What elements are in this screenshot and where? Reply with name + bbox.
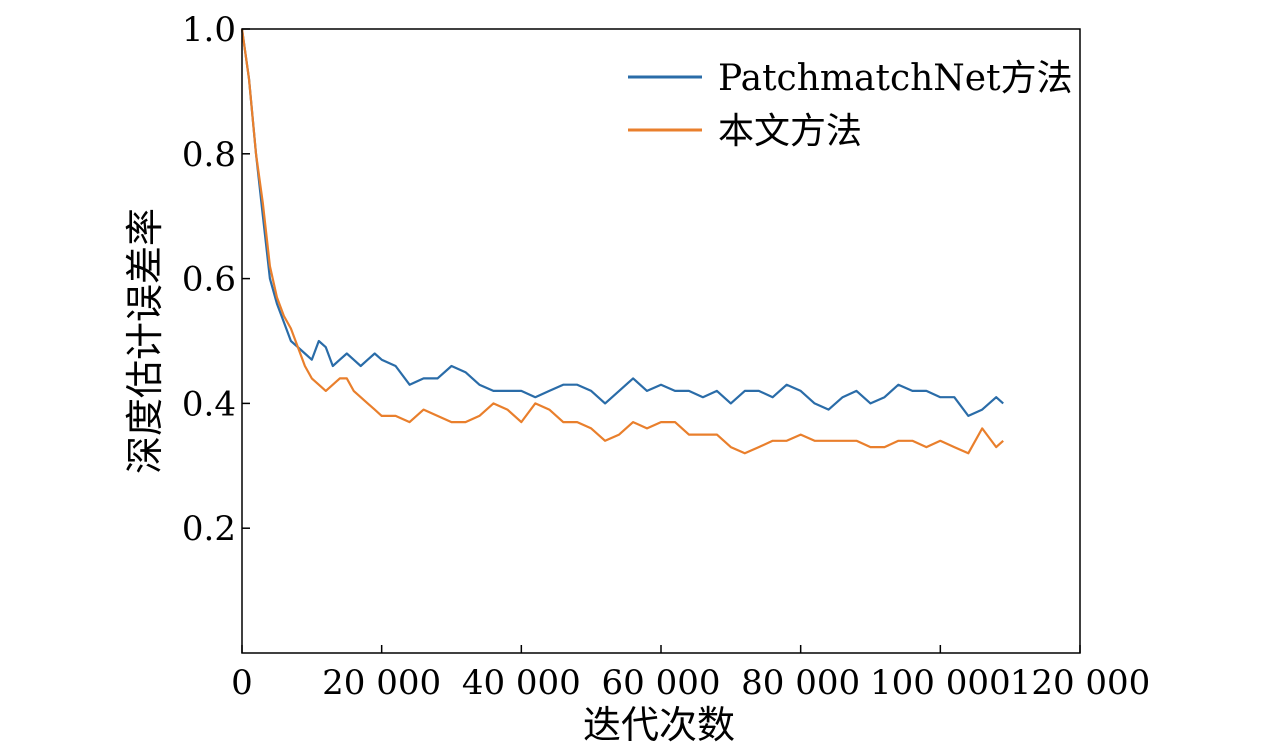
x-tick-label-5: 100 000: [870, 663, 1011, 703]
legend: PatchmatchNet方法 本文方法: [628, 58, 1073, 152]
legend-label-ours: 本文方法: [718, 111, 862, 152]
x-tick-label-6: 120 000: [1010, 663, 1151, 703]
series-line-0: [240, 28, 1004, 417]
y-axis-label: 深度估计误差率: [123, 208, 167, 474]
series-line-1: [240, 28, 1004, 455]
x-tick-label-1: 20 000: [322, 663, 441, 703]
legend-label-patchmatchnet: PatchmatchNet方法: [718, 58, 1073, 99]
x-tick-label-4: 80 000: [741, 663, 860, 703]
y-tick-label-4: 1.0: [182, 10, 236, 50]
x-tick-label-3: 60 000: [602, 663, 721, 703]
tick-layer: 0 20 000 40 000 60 000 80 000 100 000 120 000 0…: [182, 10, 1150, 703]
x-axis-label: 迭代次数: [583, 703, 735, 747]
x-tick-label-0: 0: [231, 663, 253, 703]
y-tick-label-0: 0.2: [182, 509, 236, 549]
series-layer: [240, 28, 1004, 455]
x-tick-label-2: 40 000: [462, 663, 581, 703]
y-tick-label-3: 0.8: [182, 135, 236, 175]
y-tick-label-2: 0.6: [182, 260, 236, 300]
y-tick-label-1: 0.4: [182, 384, 236, 424]
